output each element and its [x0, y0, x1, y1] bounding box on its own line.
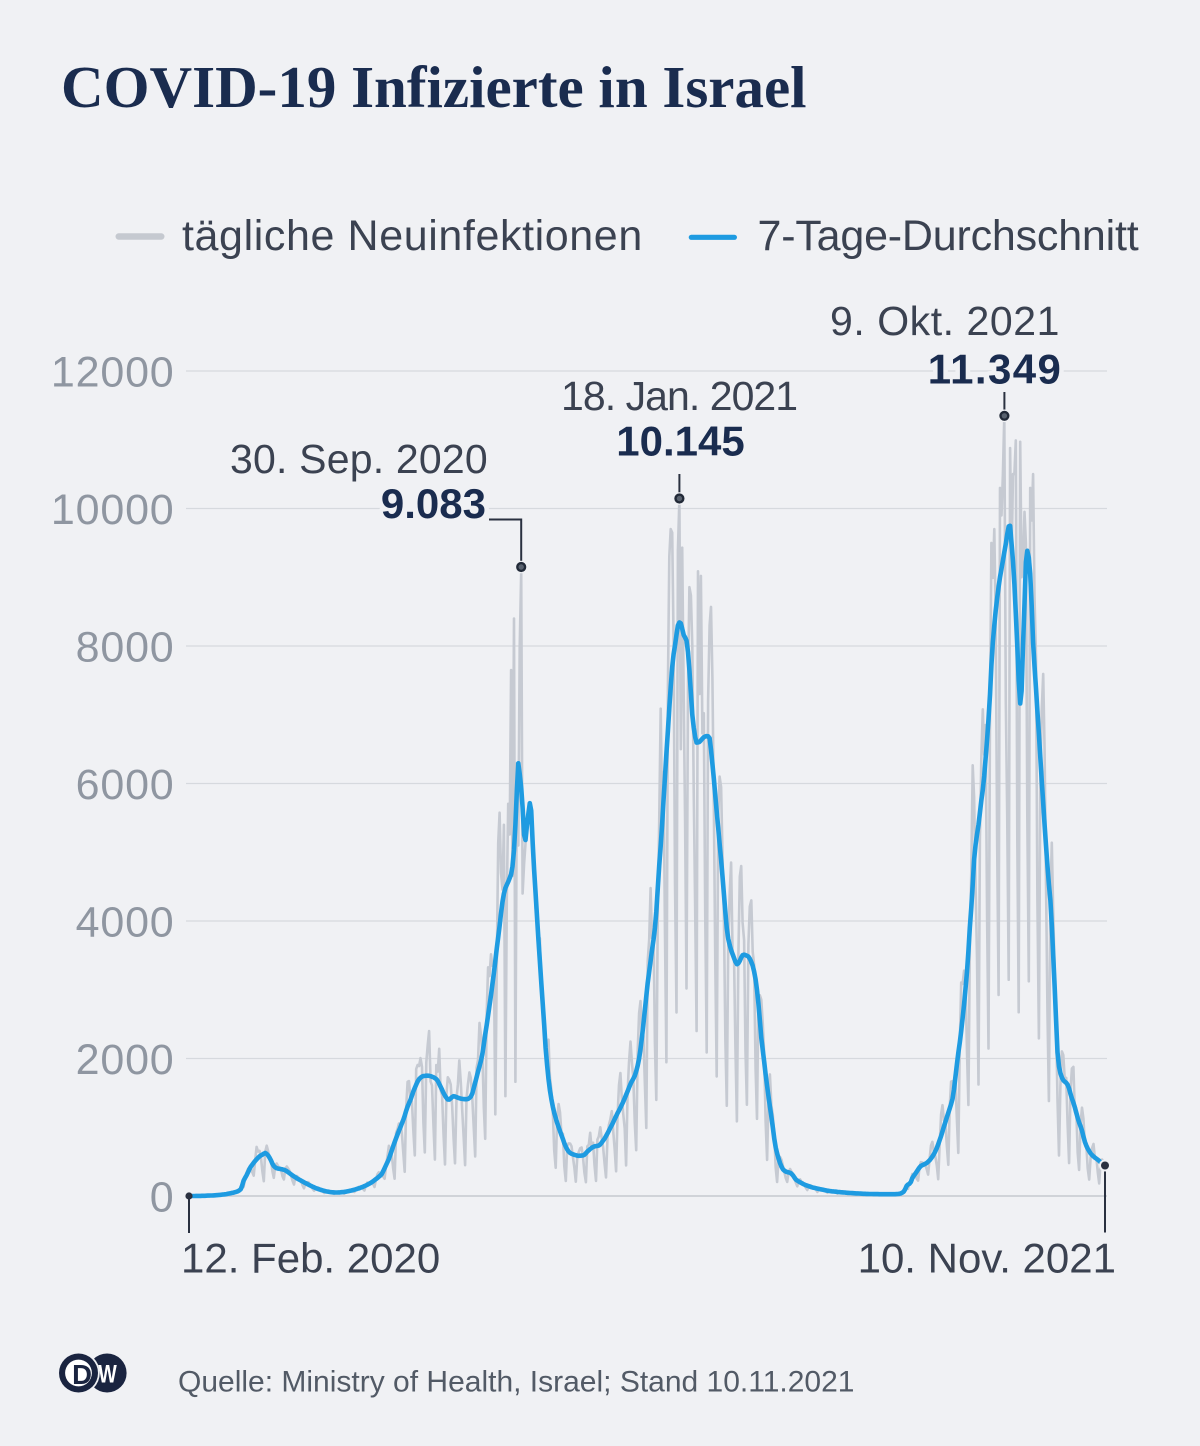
svg-text:0: 0 [150, 1174, 175, 1222]
svg-text:9. Okt. 2021: 9. Okt. 2021 [830, 298, 1060, 344]
svg-text:12. Feb. 2020: 12. Feb. 2020 [181, 1235, 440, 1282]
svg-text:30. Sep. 2020: 30. Sep. 2020 [230, 436, 488, 482]
svg-text:18. Jan. 2021: 18. Jan. 2021 [561, 373, 797, 419]
svg-text:8000: 8000 [76, 624, 175, 672]
svg-text:11.349: 11.349 [928, 346, 1063, 393]
svg-text:2000: 2000 [76, 1036, 175, 1084]
svg-text:D: D [72, 1359, 92, 1390]
svg-text:7-Tage-Durchschnitt: 7-Tage-Durchschnitt [758, 212, 1139, 260]
svg-text:6000: 6000 [76, 761, 175, 809]
svg-text:10. Nov. 2021: 10. Nov. 2021 [858, 1235, 1116, 1282]
svg-text:10000: 10000 [51, 486, 175, 534]
svg-text:4000: 4000 [76, 899, 175, 947]
svg-text:W: W [98, 1360, 117, 1388]
svg-text:10.145: 10.145 [616, 418, 744, 465]
svg-text:9.083: 9.083 [381, 480, 486, 527]
svg-text:Quelle: Ministry of Health, Is: Quelle: Ministry of Health, Israel; Stan… [178, 1366, 854, 1399]
svg-text:12000: 12000 [51, 349, 175, 397]
svg-text:tägliche Neuinfektionen: tägliche Neuinfektionen [182, 212, 643, 260]
svg-text:COVID-19 Infizierte in Israel: COVID-19 Infizierte in Israel [61, 54, 807, 120]
